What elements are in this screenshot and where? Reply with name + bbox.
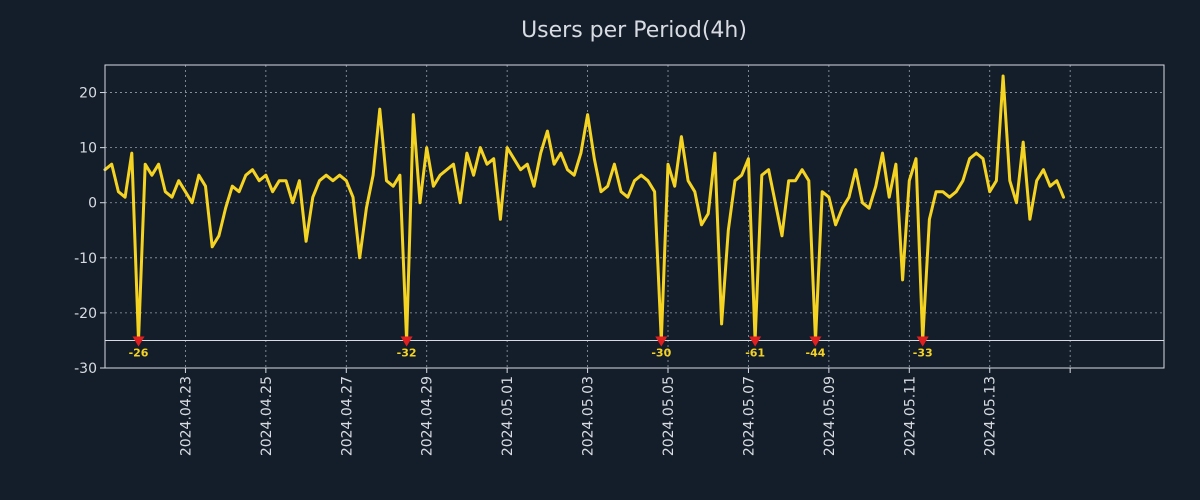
y-tick-label: -30 (74, 361, 97, 377)
plot-frame (104, 64, 1165, 369)
x-tick-label: 2024.04.27 (339, 376, 355, 456)
x-tick-label: 2024.05.09 (822, 376, 838, 456)
outlier-value-label: -32 (397, 346, 417, 359)
x-axis-ticks: 2024.04.23 2024.04.25 2024.04.27 2024.04.29… (178, 368, 1071, 456)
y-tick-label: 0 (88, 196, 97, 212)
outlier-value-label: -61 (745, 346, 765, 359)
series-line (103, 74, 1065, 342)
outlier-marker (916, 336, 929, 347)
x-tick-label: 2024.04.25 (259, 376, 275, 456)
x-tick-label: 2024.05.07 (741, 376, 757, 456)
y-tick-label: -20 (74, 306, 97, 322)
outlier-marker (132, 336, 145, 347)
outlier-marker (655, 336, 668, 347)
outlier-value-label: -33 (913, 346, 933, 359)
chart-title: Users per Period(4h) (521, 18, 747, 43)
x-tick-label: 2024.05.01 (500, 376, 516, 456)
outlier-value-label: -30 (651, 346, 671, 359)
y-axis-ticks: 20 10 0 -10 -20 -30 (74, 86, 105, 377)
x-tick-label: 2024.05.13 (983, 376, 999, 456)
outlier-value-label: -26 (129, 346, 149, 359)
x-tick-label: 2024.04.23 (178, 376, 194, 456)
x-tick-label: 2024.05.03 (581, 376, 597, 456)
outlier-annotations: -26 -32 -30 -61 -44 -33 (129, 336, 933, 359)
outlier-value-label: -44 (806, 346, 826, 359)
y-tick-label: 20 (79, 86, 97, 102)
outlier-marker (809, 336, 822, 347)
x-tick-label: 2024.04.29 (420, 376, 436, 456)
y-tick-label: -10 (74, 251, 97, 267)
x-tick-label: 2024.05.11 (902, 376, 918, 456)
outlier-marker (749, 336, 762, 347)
x-tick-label: 2024.05.05 (661, 376, 677, 456)
y-tick-label: 10 (79, 141, 97, 157)
outlier-marker (400, 336, 413, 347)
